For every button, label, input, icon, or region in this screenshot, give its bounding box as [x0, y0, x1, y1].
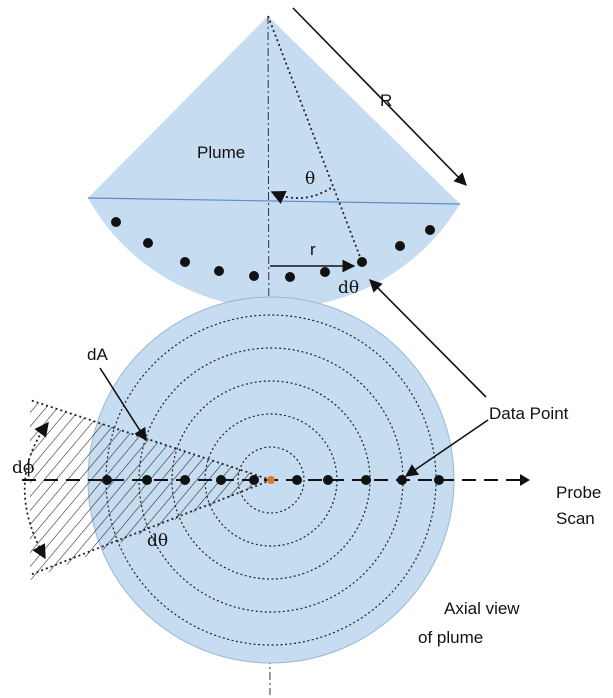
label-theta: θ	[305, 169, 315, 189]
label-plume: Plume	[197, 143, 245, 162]
arc-data-point	[285, 272, 295, 282]
label-data-point: Data Point	[489, 404, 569, 423]
wedge-lower-line	[29, 479, 272, 576]
theta-arc	[270, 187, 332, 205]
dA-arrow	[99, 367, 147, 442]
theta-ray	[267, 15, 363, 263]
label-R: R	[380, 91, 392, 110]
scan-data-point	[142, 475, 152, 485]
scan-data-point	[216, 475, 226, 485]
scan-data-point	[102, 475, 112, 485]
arc-data-point	[357, 257, 367, 267]
label-scan: Scan	[556, 509, 595, 528]
scan-data-point	[249, 475, 259, 485]
arc-data-points	[111, 217, 435, 282]
scan-data-point	[323, 475, 333, 485]
dphi-arc	[23, 421, 49, 560]
arc-data-point	[180, 257, 190, 267]
label-probe: Probe	[556, 483, 601, 502]
scan-data-point	[397, 475, 407, 485]
arc-data-point	[214, 266, 224, 276]
data-point-arrow-top	[369, 279, 487, 398]
label-axial-view: Axial view	[444, 599, 520, 618]
wedge-upper-line	[29, 399, 272, 481]
arc-data-point	[425, 225, 435, 235]
label-dA: dA	[87, 345, 108, 364]
scan-data-points	[102, 475, 444, 485]
arc-data-point	[320, 267, 330, 277]
label-r: r	[310, 240, 316, 259]
probe-scan-arrowhead	[520, 474, 530, 486]
arc-data-point	[395, 241, 405, 251]
label-dtheta-top: dθ	[338, 278, 359, 298]
scan-data-point	[292, 475, 302, 485]
label-dtheta-bottom: dθ	[147, 531, 168, 551]
data-point-arrow-bottom	[404, 419, 489, 477]
center-point	[267, 476, 275, 484]
arc-data-point	[249, 271, 259, 281]
arc-data-point	[111, 217, 121, 227]
label-dphi: dϕ	[12, 458, 34, 478]
scan-data-point	[180, 475, 190, 485]
arc-data-point	[143, 238, 153, 248]
scan-data-point	[361, 475, 371, 485]
plume-cone	[87, 16, 461, 309]
radius-arrow	[292, 7, 467, 186]
scan-data-point	[434, 475, 444, 485]
label-of-plume: of plume	[418, 628, 483, 647]
